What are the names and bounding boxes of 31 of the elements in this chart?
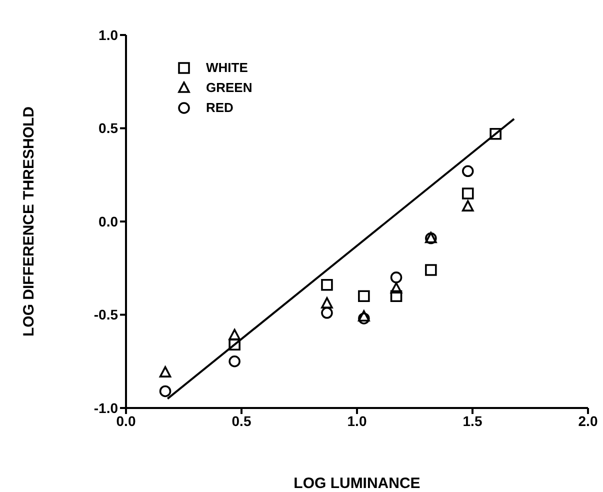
y-tick-label: -1.0 <box>94 400 118 416</box>
point <box>358 290 370 302</box>
y-axis-title: LOG DIFFERENCE THRESHOLD <box>20 106 38 337</box>
point <box>321 297 333 308</box>
x-tick-label: 0.5 <box>232 412 252 429</box>
point <box>425 264 437 276</box>
legend-label: RED <box>206 99 234 117</box>
y-tick-label: -0.5 <box>94 306 118 323</box>
point <box>159 366 172 378</box>
point <box>159 385 172 398</box>
legend-label: GREEN <box>206 79 252 97</box>
x-axis-title: LOG LUMINANCE <box>294 475 420 492</box>
legend-label: WHITE <box>206 59 248 77</box>
x-tick-label: 2.0 <box>578 412 598 429</box>
x-tick-label: 0.0 <box>116 412 136 429</box>
y-tick-label: 0.5 <box>98 120 118 136</box>
point <box>228 355 240 368</box>
point <box>462 188 474 200</box>
point <box>390 282 402 294</box>
point <box>228 338 240 350</box>
y-tick-label: 0.0 <box>98 213 118 230</box>
point <box>490 128 502 140</box>
point <box>390 272 402 284</box>
point <box>390 290 402 302</box>
x-tick-label: 1.5 <box>462 412 482 429</box>
y-tick-label: 1.0 <box>98 26 118 43</box>
point <box>462 200 474 212</box>
point <box>321 279 333 291</box>
x-tick-label: 1.0 <box>347 412 367 429</box>
point <box>462 165 474 178</box>
point <box>228 328 240 340</box>
